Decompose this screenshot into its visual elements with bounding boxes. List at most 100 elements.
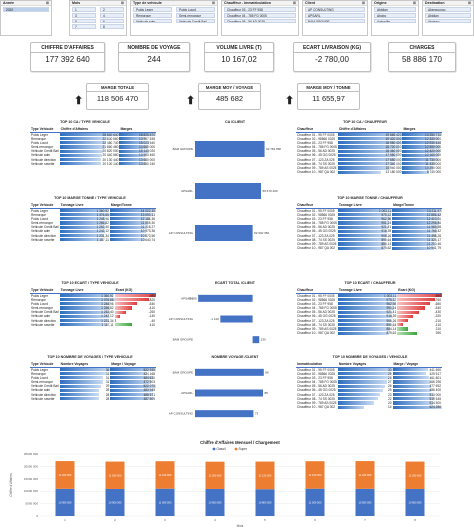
table-row[interactable]: Poids Leger 1 360,92 -980	[30, 293, 156, 298]
table-row[interactable]: Chauffeur 10 - 987 QA 002 13 180 000 8 740…	[296, 170, 442, 174]
table-row[interactable]: Vehicule direction 1 231,34 10 870,56	[30, 233, 156, 238]
table-row[interactable]: Chauffeur 10 - 987 QA 002 875,62 390	[296, 331, 442, 335]
slicer-item[interactable]: Chauffeur 05 - 56 AD 0025	[224, 18, 296, 24]
slicer-item[interactable]: Agboville	[374, 18, 416, 24]
table-row[interactable]: Chauffeur 06 - 45 GG 0025 17 980 000 12 16…	[296, 153, 442, 157]
table-row[interactable]: Poids Lourd 1 248,96 12 184,36	[30, 217, 156, 221]
column-header[interactable]: Marge / Voyage	[110, 362, 156, 368]
table-row[interactable]: Chauffeur 03 - 23 FF 958 962,98 -650	[296, 302, 442, 306]
slicer-item[interactable]: APSARL	[305, 12, 365, 18]
column-header[interactable]: Tonnage Livre	[59, 288, 115, 294]
table-row[interactable]: Chauffeur 05 - 56 AD 0025 18 460 000 12 42…	[296, 149, 442, 153]
table-row[interactable]: Chauffeur 01 - 95 FF 0005 30 441 690	[296, 367, 442, 372]
bar-segment[interactable]	[255, 489, 275, 516]
bar-segment[interactable]	[155, 461, 175, 489]
slicer-item[interactable]: Chauffeur 03 - 23 FF 958	[224, 7, 296, 12]
table-row[interactable]: Chauffeur 05 - 56 AD 0025 26 477 692	[296, 384, 442, 388]
filter-clear-icon[interactable]: ⊠	[211, 1, 215, 5]
table-row[interactable]: Remorque 1 376,66 13 090,13	[30, 213, 156, 217]
table-row[interactable]: Poids Lourd 31 484 630	[30, 376, 156, 380]
table-row[interactable]: Vehicule Credit Bail 1 252,40 11 216,27	[30, 225, 156, 229]
table-row[interactable]: Remorque 22 830 660 13 997 535	[30, 137, 156, 141]
slicer-item[interactable]: AP CONSULTING	[305, 7, 365, 12]
bar[interactable]	[195, 368, 264, 376]
bar-segment[interactable]	[205, 488, 225, 516]
bar-segment[interactable]	[355, 488, 375, 516]
table-row[interactable]: Chauffeur 08 - 74 SS 0025 22 519 545	[296, 397, 442, 401]
table-row[interactable]: Vehicule Credit Bail 20 820 000 15 140 020	[30, 149, 156, 153]
table-row[interactable]: Chauffeur 02 - 98566 0025 975,12 12 856,42	[296, 213, 442, 217]
bar[interactable]	[195, 141, 265, 157]
column-header[interactable]: Chauffeur	[296, 288, 338, 294]
table-row[interactable]: Poids Lourd 22 480 740 15 023 540	[30, 141, 156, 145]
table-row[interactable]: Chauffeur 07 - 123 ZA 025 23 510 000	[296, 392, 442, 397]
column-header[interactable]: Marge / Voyage	[392, 362, 442, 368]
filter-clear-icon[interactable]: ⊠	[467, 1, 471, 5]
column-header[interactable]: Type Vehicule	[30, 362, 60, 368]
slicer-item[interactable]: 1	[72, 7, 96, 12]
bar-segment[interactable]	[305, 488, 325, 516]
table-row[interactable]: Chauffeur 07 - 123 ZA 025 906,26 11 498,28	[296, 233, 442, 238]
column-header[interactable]: Nombre Voyages	[337, 362, 393, 368]
slicer-item[interactable]: Vehicule Credit Bail	[176, 18, 215, 24]
slicer-item[interactable]: Aboisso	[425, 18, 471, 24]
column-header[interactable]: Immatriculation	[296, 362, 338, 368]
table-row[interactable]: Chauffeur 04 - 785 FG 0005 27 466 296	[296, 380, 442, 384]
table-row[interactable]: Chauffeur 07 - 123 ZA 025 906,26 -210	[296, 318, 442, 323]
column-header[interactable]: Ecart (KG)	[114, 288, 156, 294]
table-row[interactable]: Chauffeur 06 - 45 GG 0025 25 486 400	[296, 388, 442, 392]
bar-segment[interactable]	[105, 461, 125, 489]
table-row[interactable]: Chauffeur 10 - 987 QA 002 14 624 286	[296, 405, 442, 409]
table-row[interactable]: Vehicule adm 1 242,12 10 973,36	[30, 229, 156, 233]
table-row[interactable]: Poids Leger 28 640 640 18 825 670	[30, 132, 156, 137]
table-row[interactable]: Vehicule navette 20 100 140 13 650 240	[30, 162, 156, 166]
table-row[interactable]: Remorque 33 424 168	[30, 372, 156, 376]
table-row[interactable]: Chauffeur 06 - 45 GG 0025 916,39 -320	[296, 314, 442, 318]
table-row[interactable]: Vehicule adm 1 242,12 -140	[30, 314, 156, 318]
bar-segment[interactable]	[405, 488, 425, 516]
bar-segment[interactable]	[55, 461, 75, 489]
bar[interactable]	[198, 294, 253, 302]
table-row[interactable]: Chauffeur 10 - 987 QA 002 875,62 10 941,79	[296, 246, 442, 250]
table-row[interactable]: Chauffeur 05 - 56 AD 0025 921,41 11 989,58	[296, 225, 442, 229]
column-header[interactable]: Type Vehicule	[30, 288, 60, 294]
table-row[interactable]: Vehicule Credit Bail 1 252,40 -260	[30, 310, 156, 314]
table-row[interactable]: Vehicule adm 20 440 560 13 550 460	[30, 153, 156, 157]
table-row[interactable]: Chauffeur 07 - 123 ZA 025 17 680 000 11 73…	[296, 157, 442, 162]
slicer-item[interactable]: 3	[72, 12, 96, 18]
slicer-item[interactable]: Vehicule adm	[133, 18, 172, 24]
column-header[interactable]: Ecart (KG)	[397, 288, 442, 294]
column-header[interactable]: Type Vehicule	[30, 127, 60, 133]
table-row[interactable]: Chauffeur 01 - 95 FF 0005 19 665 420 13 25…	[296, 132, 442, 137]
column-header[interactable]: Type Vehicule	[30, 203, 60, 209]
table-row[interactable]: Semi-remorque 31 472 903	[30, 380, 156, 384]
slicer-item[interactable]: 8	[100, 24, 124, 30]
column-header[interactable]: Marge/Tonne	[392, 203, 442, 209]
table-row[interactable]: Vehicule Credit Bail 29 522 070	[30, 384, 156, 388]
table-row[interactable]: Chauffeur 09 - 789 AS 0025 884,14 11 210,4…	[296, 242, 442, 246]
table-row[interactable]: Poids Leger 36 522 935	[30, 367, 156, 372]
table-row[interactable]: Chauffeur 01 - 95 FF 0005 1 003,11 -890	[296, 293, 442, 298]
bar[interactable]	[220, 315, 253, 323]
table-row[interactable]: Chauffeur 08 - 74 SS 0025 890,64 -110	[296, 323, 442, 327]
column-header[interactable]: Marge/Tonne	[109, 203, 156, 209]
table-row[interactable]: Chauffeur 02 - 98566 0025 975,12 -760	[296, 298, 442, 302]
table-row[interactable]: Chauffeur 02 - 98566 0025 19 420 000 12 34…	[296, 137, 442, 141]
slicer-item[interactable]: Poids Leger	[133, 7, 172, 12]
slicer-item[interactable]: 4	[100, 12, 124, 18]
slicer-item[interactable]: 2	[100, 7, 124, 12]
column-header[interactable]: Tonnage Livre	[337, 288, 398, 294]
filter-clear-icon[interactable]: ⊠	[45, 1, 49, 5]
bar-segment[interactable]	[355, 461, 375, 489]
bar-segment[interactable]	[105, 488, 125, 516]
bar-segment[interactable]	[405, 461, 425, 489]
table-row[interactable]: Poids Leger 1 360,92 14 022,35	[30, 208, 156, 213]
table-row[interactable]: Chauffeur 09 - 789 AS 0025 15 940 000 10 2…	[296, 166, 442, 170]
column-header[interactable]: Chauffeur	[296, 203, 338, 209]
table-row[interactable]: Chauffeur 03 - 23 FF 958 28 461 801	[296, 376, 442, 380]
slicer-item[interactable]: Abidjan	[425, 12, 471, 18]
table-row[interactable]: Poids Lourd 1 248,96 -540	[30, 302, 156, 306]
column-header[interactable]: Tonnage Livre	[337, 203, 393, 209]
slicer-item[interactable]: Chauffeur 04 - 785 FG 0005	[224, 12, 296, 18]
slicer-item[interactable]: Abidjan	[374, 7, 416, 12]
